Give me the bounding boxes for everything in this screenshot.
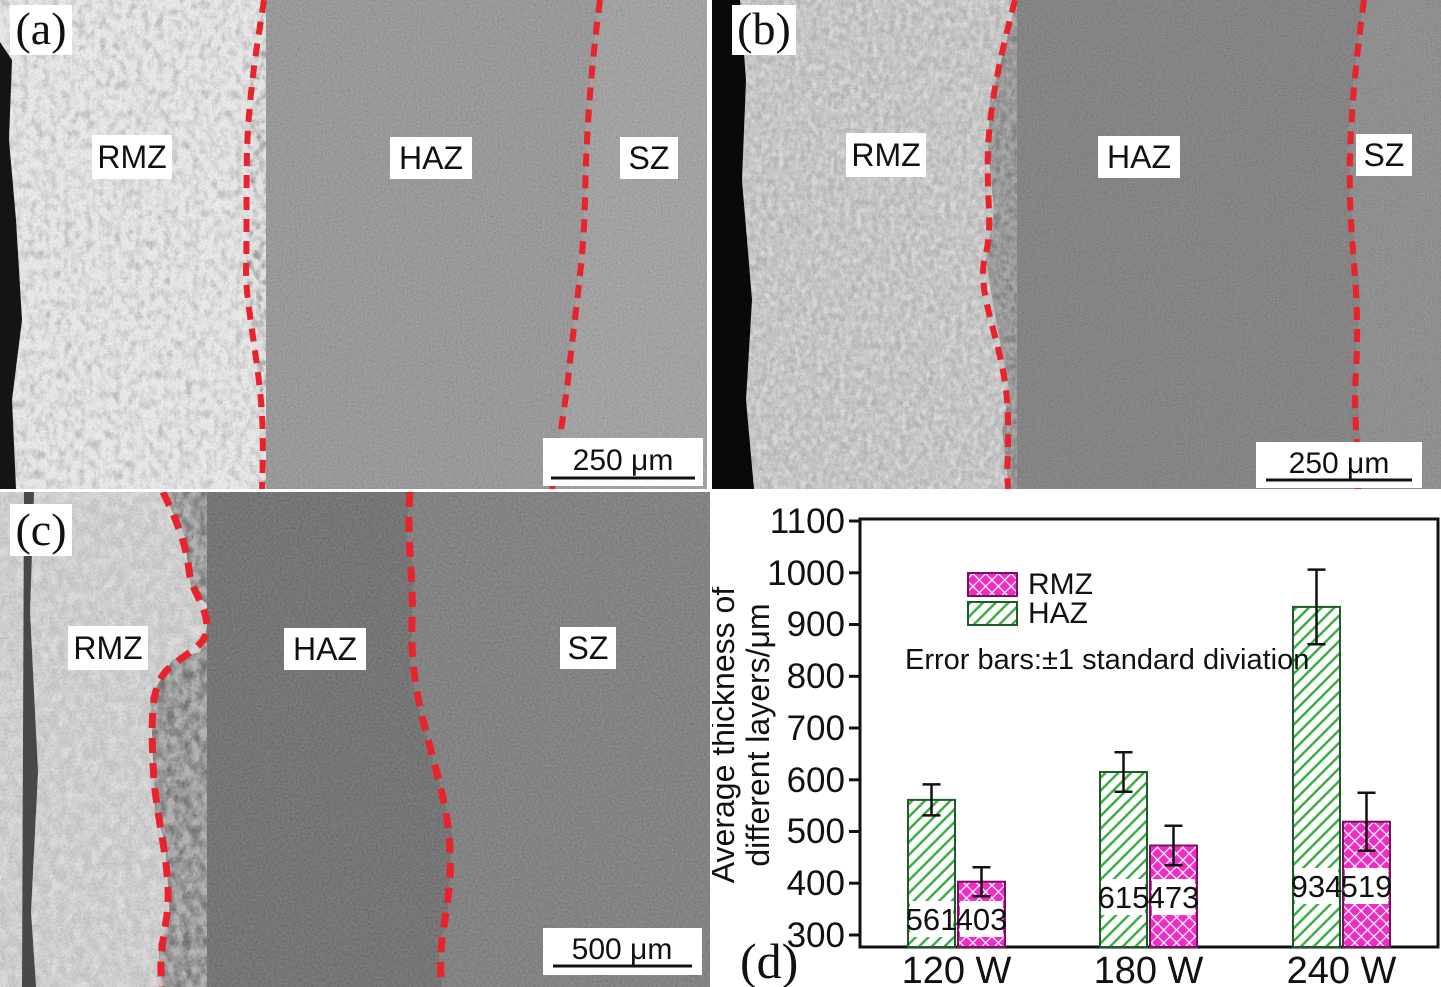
panel-d-chart: 300 400 500 600 700 800 900 1000 1100 Av… bbox=[705, 490, 1441, 987]
panel-b-micrograph: (b) RMZ HAZ SZ 250 μm bbox=[712, 0, 1441, 494]
legend-swatch-rmz bbox=[967, 572, 1018, 597]
svg-text:SZ: SZ bbox=[568, 630, 609, 666]
ytick-600: 600 bbox=[787, 761, 845, 800]
panel-b-svg: (b) RMZ HAZ SZ 250 μm bbox=[712, 0, 1441, 490]
svg-text:HAZ: HAZ bbox=[399, 140, 463, 176]
haz-label-a: HAZ bbox=[390, 137, 472, 179]
legend-label-rmz: RMZ bbox=[1028, 568, 1093, 601]
panel-c-letter: (c) bbox=[10, 504, 72, 556]
panel-a-micrograph: (a) RMZ HAZ SZ 250 μm bbox=[0, 0, 707, 494]
sz-label-a: SZ bbox=[620, 137, 678, 179]
panel-a-svg: (a) RMZ HAZ SZ 250 μm bbox=[0, 0, 707, 490]
svg-text:(c): (c) bbox=[15, 504, 66, 555]
rmz-haz-boundary-line-c bbox=[148, 490, 211, 987]
panel-b-letter: (b) bbox=[732, 3, 796, 55]
scale-bar-c: 500 μm bbox=[543, 928, 702, 975]
legend-label-haz: HAZ bbox=[1028, 597, 1088, 630]
haz-sz-boundary-line-c bbox=[405, 491, 454, 987]
error-bars bbox=[922, 568, 1376, 898]
xlabel-240w: 240 W bbox=[1287, 950, 1397, 987]
rmz-haz-boundary-line-b bbox=[980, 0, 1018, 490]
rmz-label-a: RMZ bbox=[92, 135, 172, 179]
haz-label-b: HAZ bbox=[1098, 136, 1180, 178]
value-rmz-240w: 519 bbox=[1341, 869, 1393, 904]
svg-text:SZ: SZ bbox=[1364, 137, 1405, 173]
ytick-300: 300 bbox=[787, 916, 845, 955]
haz-sz-boundary-line-a bbox=[549, 0, 603, 490]
scale-bar-b: 250 μm bbox=[1256, 442, 1422, 488]
ytick-1100: 1100 bbox=[770, 502, 845, 541]
value-haz-240w: 934 bbox=[1291, 869, 1343, 904]
haz-sz-boundary-line-b bbox=[1346, 0, 1367, 490]
rmz-label-c: RMZ bbox=[68, 626, 148, 670]
panel-c-svg: (c) RMZ HAZ SZ 500 μm bbox=[0, 490, 710, 987]
error-bar-annotation: Error bars:±1 standard diviation bbox=[905, 644, 1309, 676]
svg-text:250 μm: 250 μm bbox=[573, 444, 674, 477]
ytick-800: 800 bbox=[787, 657, 845, 696]
y-axis-ticks bbox=[849, 519, 860, 937]
y-axis-title-line1: Average thickness of bbox=[712, 587, 741, 884]
specimen-edge-c bbox=[22, 492, 38, 987]
value-rmz-180w: 473 bbox=[1148, 880, 1200, 915]
svg-text:SZ: SZ bbox=[629, 140, 670, 176]
grain-texture-a bbox=[0, 0, 707, 489]
value-haz-180w: 615 bbox=[1098, 880, 1150, 915]
svg-text:(b): (b) bbox=[737, 3, 791, 54]
chart-legend: RMZ HAZ bbox=[967, 568, 1093, 630]
ytick-700: 700 bbox=[787, 709, 845, 748]
svg-text:(a): (a) bbox=[15, 3, 66, 54]
sz-label-c: SZ bbox=[560, 627, 616, 669]
svg-text:250 μm: 250 μm bbox=[1289, 447, 1390, 480]
y-axis-labels: 300 400 500 600 700 800 900 1000 1100 bbox=[767, 502, 845, 955]
legend-swatch-haz bbox=[967, 601, 1018, 626]
rmz-haz-boundary-line-a bbox=[242, 0, 267, 490]
xlabel-180w: 180 W bbox=[1094, 950, 1204, 987]
value-rmz-120w: 403 bbox=[956, 902, 1008, 937]
grain-texture-b bbox=[712, 0, 1441, 489]
sz-label-b: SZ bbox=[1356, 134, 1412, 176]
ytick-500: 500 bbox=[787, 812, 845, 851]
svg-text:HAZ: HAZ bbox=[293, 631, 357, 667]
specimen-edge-b bbox=[712, 0, 754, 489]
haz-label-c: HAZ bbox=[284, 628, 366, 670]
thickness-bar-chart: 300 400 500 600 700 800 900 1000 1100 Av… bbox=[705, 490, 1441, 987]
bar-haz-180w bbox=[1099, 771, 1148, 948]
xlabel-120w: 120 W bbox=[902, 950, 1012, 987]
ytick-1000: 1000 bbox=[767, 554, 845, 593]
panel-c-micrograph: (c) RMZ HAZ SZ 500 μm bbox=[0, 490, 710, 987]
ytick-900: 900 bbox=[787, 605, 845, 644]
panel-a-letter: (a) bbox=[10, 3, 72, 55]
panel-d-letter: (d) bbox=[740, 933, 798, 987]
rmz-label-b: RMZ bbox=[846, 133, 926, 177]
svg-text:HAZ: HAZ bbox=[1107, 139, 1171, 175]
svg-text:RMZ: RMZ bbox=[851, 137, 920, 173]
x-axis-labels: 120 W 180 W 240 W bbox=[902, 950, 1397, 987]
bar-value-labels: 561 403 615 473 934 519 bbox=[906, 868, 1393, 937]
ytick-400: 400 bbox=[787, 864, 845, 903]
value-haz-120w: 561 bbox=[906, 902, 958, 937]
scale-bar-a: 250 μm bbox=[543, 438, 703, 486]
specimen-edge-a bbox=[0, 42, 22, 489]
svg-text:RMZ: RMZ bbox=[73, 630, 142, 666]
svg-text:RMZ: RMZ bbox=[97, 139, 166, 175]
y-axis-title-line2: different layers/μm bbox=[740, 603, 776, 866]
svg-text:500 μm: 500 μm bbox=[572, 933, 673, 966]
grain-texture-c bbox=[0, 492, 710, 987]
